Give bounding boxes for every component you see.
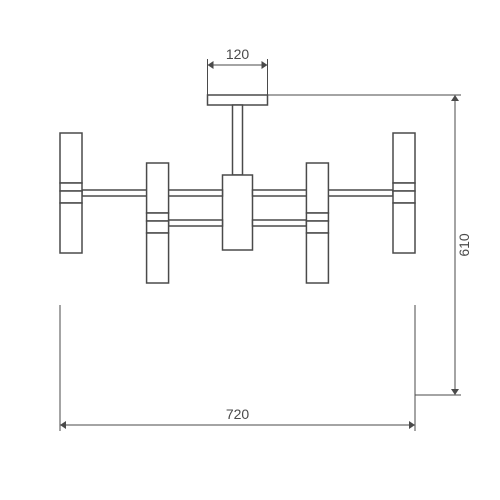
bulb-inner-left-top	[147, 163, 169, 213]
dim-total-width: 720	[226, 406, 250, 422]
bulb-inner-left-bottom	[147, 233, 169, 283]
bulb-outer-left-mid	[60, 191, 82, 203]
bulb-inner-right-bottom	[306, 233, 328, 283]
bulb-outer-right-mid	[393, 191, 415, 203]
technical-drawing: 120 720 610	[0, 0, 500, 500]
bulb-outer-left-top	[60, 133, 82, 183]
dim-total-height: 610	[456, 233, 472, 257]
bulb-outer-right-top	[393, 133, 415, 183]
bulb-inner-right-collar-top	[306, 213, 328, 221]
stem	[233, 105, 243, 175]
central-hub	[223, 175, 253, 250]
arm-lower-left	[169, 220, 223, 226]
ceiling-mount	[208, 95, 268, 105]
arm-lower-right	[253, 220, 307, 226]
bulb-inner-left-collar-top	[147, 213, 169, 221]
bulb-outer-left-collar-top	[60, 183, 82, 191]
bulb-outer-right-collar-top	[393, 183, 415, 191]
bulb-inner-left-mid	[147, 221, 169, 233]
bulb-outer-right-bottom	[393, 203, 415, 253]
bulb-outer-left-bottom	[60, 203, 82, 253]
bulb-inner-right-mid	[306, 221, 328, 233]
bulb-inner-right-top	[306, 163, 328, 213]
dim-top-width: 120	[226, 46, 250, 62]
